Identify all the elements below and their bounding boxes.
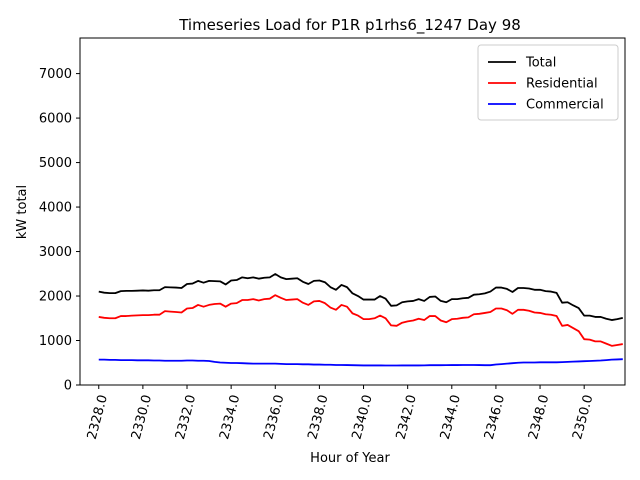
legend-label-commercial: Commercial: [526, 98, 604, 113]
legend-label-residential: Residential: [526, 77, 598, 92]
chart-title: Timeseries Load for P1R p1rhs6_1247 Day …: [178, 16, 521, 35]
y-tick-label: 3000: [39, 245, 72, 260]
y-tick-label: 5000: [39, 156, 72, 171]
y-tick-label: 6000: [39, 112, 72, 127]
y-tick-label: 1000: [39, 334, 72, 349]
legend: Total Residential Commercial: [477, 44, 619, 121]
x-axis-label: Hour of Year: [310, 451, 390, 466]
y-tick-label: 4000: [39, 201, 72, 216]
y-tick-label: 7000: [39, 67, 72, 82]
series-layer: [98, 273, 624, 367]
y-tick-label: 2000: [39, 290, 72, 305]
y-axis: 0 1000 2000 3000 4000 5000 6000 7000: [39, 67, 80, 394]
y-axis-label: kW total: [15, 185, 30, 239]
y-tick-label: 0: [64, 379, 72, 394]
plot-frame: [79, 37, 626, 386]
series-line-residential: [98, 294, 623, 347]
series-line-total: [98, 273, 624, 321]
legend-label-total: Total: [525, 56, 556, 71]
series-line-commercial: [98, 358, 623, 367]
legend-box: [477, 44, 619, 121]
